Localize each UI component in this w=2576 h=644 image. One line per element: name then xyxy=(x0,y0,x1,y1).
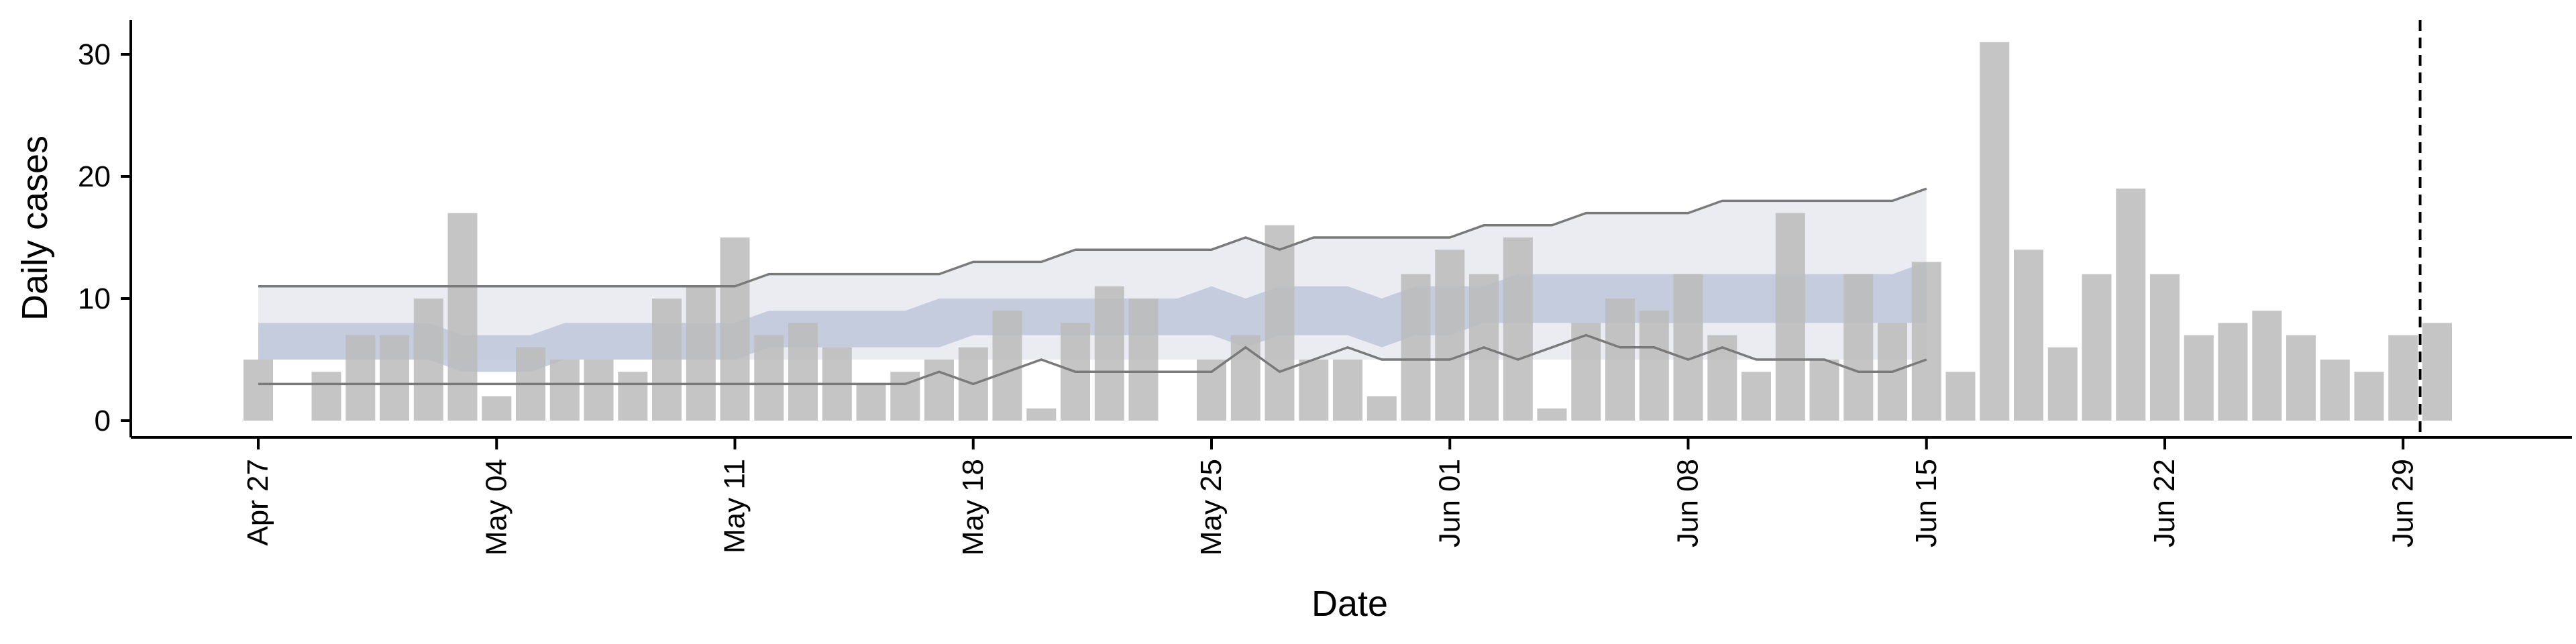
case-bar xyxy=(2082,274,2112,421)
case-bar xyxy=(686,286,716,421)
case-bar xyxy=(1026,408,1057,421)
case-bar xyxy=(2150,274,2180,421)
case-bar xyxy=(652,299,682,421)
upper-quantile-line xyxy=(258,187,1927,288)
x-axis-title: Date xyxy=(1311,584,1388,624)
case-bars xyxy=(244,42,2452,421)
case-bar xyxy=(1537,408,1567,421)
case-bar xyxy=(1366,396,1397,421)
case-bar xyxy=(2218,323,2248,421)
case-bar xyxy=(1401,274,1431,421)
case-bar xyxy=(1571,323,1601,421)
x-tick-label: Jun 22 xyxy=(2148,459,2181,547)
case-bar xyxy=(1673,274,1703,421)
y-ticks: 0 10 20 30 xyxy=(78,38,131,437)
case-bar xyxy=(1299,360,1329,421)
y-axis-title: Daily cases xyxy=(15,136,55,321)
case-bar xyxy=(1128,299,1159,421)
case-bar xyxy=(1230,335,1260,421)
case-bar xyxy=(482,396,512,421)
case-bar xyxy=(720,237,750,421)
case-bar xyxy=(1605,299,1635,421)
lower-quantile-line xyxy=(258,333,1927,386)
y-tick-label: 0 xyxy=(95,405,111,437)
case-bar xyxy=(1503,237,1533,421)
case-bar xyxy=(2184,335,2214,421)
case-bar xyxy=(311,372,341,421)
case-bar xyxy=(2422,323,2452,421)
case-bar xyxy=(2116,189,2146,421)
case-bar xyxy=(244,360,273,421)
case-bar xyxy=(2388,335,2418,421)
case-bar xyxy=(1980,42,2010,421)
case-bar xyxy=(2320,360,2350,421)
x-tick-label: May 25 xyxy=(1195,459,1228,555)
case-bar xyxy=(1741,372,1771,421)
case-bar xyxy=(1911,262,1941,421)
case-bar xyxy=(2354,372,2384,421)
x-tick-label: Apr 27 xyxy=(241,459,274,546)
case-bar xyxy=(856,384,886,421)
case-bar xyxy=(1707,335,1737,421)
case-bar xyxy=(2286,335,2316,421)
case-bar xyxy=(1945,372,1976,421)
case-bar xyxy=(380,335,409,421)
y-tick-label: 20 xyxy=(78,160,111,193)
case-bar xyxy=(447,213,478,421)
case-bar xyxy=(992,311,1022,421)
x-tick-label: Jun 15 xyxy=(1910,459,1943,547)
forecast-quantile-lines xyxy=(258,187,1927,386)
case-bar xyxy=(1843,274,1874,421)
case-bar xyxy=(1775,213,1805,421)
case-bar xyxy=(2014,250,2043,421)
case-bar xyxy=(549,360,580,421)
case-bar xyxy=(1639,311,1669,421)
case-bar xyxy=(924,360,954,421)
case-bar xyxy=(618,372,648,421)
case-bar xyxy=(1809,360,1839,421)
x-ticks: Apr 27 May 04 May 11 May 18 May 25 Jun 01 Jun … xyxy=(241,437,2419,555)
case-bar xyxy=(754,335,784,421)
x-tick-label: Jun 08 xyxy=(1672,459,1705,547)
y-tick-label: 10 xyxy=(78,282,111,315)
case-bar xyxy=(788,323,818,421)
case-bar xyxy=(345,335,376,421)
x-tick-label: Jun 01 xyxy=(1433,459,1466,547)
x-tick-label: Jun 29 xyxy=(2386,459,2419,547)
case-bar xyxy=(1333,360,1362,421)
case-bar xyxy=(2252,311,2282,421)
case-bar xyxy=(584,360,614,421)
x-tick-label: May 11 xyxy=(718,459,751,553)
case-bar xyxy=(413,299,443,421)
case-bar xyxy=(1197,360,1226,421)
case-bar xyxy=(2047,347,2078,421)
y-tick-label: 30 xyxy=(78,38,111,71)
case-bar xyxy=(1265,225,1295,421)
case-bar xyxy=(1094,286,1124,421)
case-bar xyxy=(1435,250,1465,421)
x-tick-label: May 04 xyxy=(480,459,513,555)
x-tick-label: May 18 xyxy=(957,459,989,555)
